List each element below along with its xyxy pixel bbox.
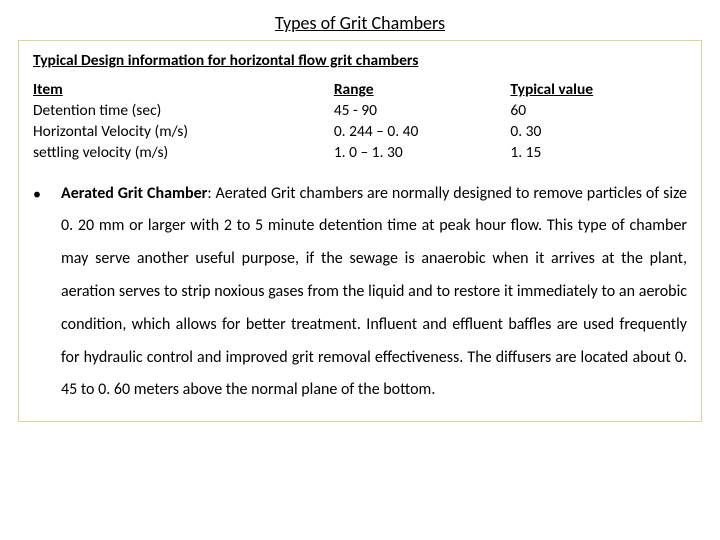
cell-typical: 1. 15 [510,143,687,164]
cell-range: 45 - 90 [334,101,511,122]
cell-item: settling velocity (m/s) [33,143,334,164]
table-row: Detention time (sec) 45 - 90 60 [33,101,687,122]
table-header-row: Item Range Typical value [33,80,687,101]
cell-range: 1. 0 – 1. 30 [334,143,511,164]
header-item: Item [33,80,334,101]
table-row: Horizontal Velocity (m/s) 0. 244 – 0. 40… [33,122,687,143]
cell-item: Detention time (sec) [33,101,334,122]
bullet-mark: • [33,178,61,212]
design-table: Item Range Typical value Detention time … [33,80,687,164]
cell-range: 0. 244 – 0. 40 [334,122,511,143]
aerated-body: : Aerated Grit chambers are normally des… [61,184,687,400]
cell-typical: 0. 30 [510,122,687,143]
header-typical: Typical value [510,80,687,101]
content-box: Typical Design information for horizonta… [18,40,702,422]
cell-item: Horizontal Velocity (m/s) [33,122,334,143]
aerated-lead: Aerated Grit Chamber [61,184,207,203]
design-subtitle: Typical Design information for horizonta… [33,51,687,70]
cell-typical: 60 [510,101,687,122]
table-row: settling velocity (m/s) 1. 0 – 1. 30 1. … [33,143,687,164]
page-title: Types of Grit Chambers [18,12,702,34]
aerated-paragraph: Aerated Grit Chamber: Aerated Grit chamb… [61,178,687,408]
header-range: Range [334,80,511,101]
aerated-bullet: • Aerated Grit Chamber: Aerated Grit cha… [33,178,687,408]
